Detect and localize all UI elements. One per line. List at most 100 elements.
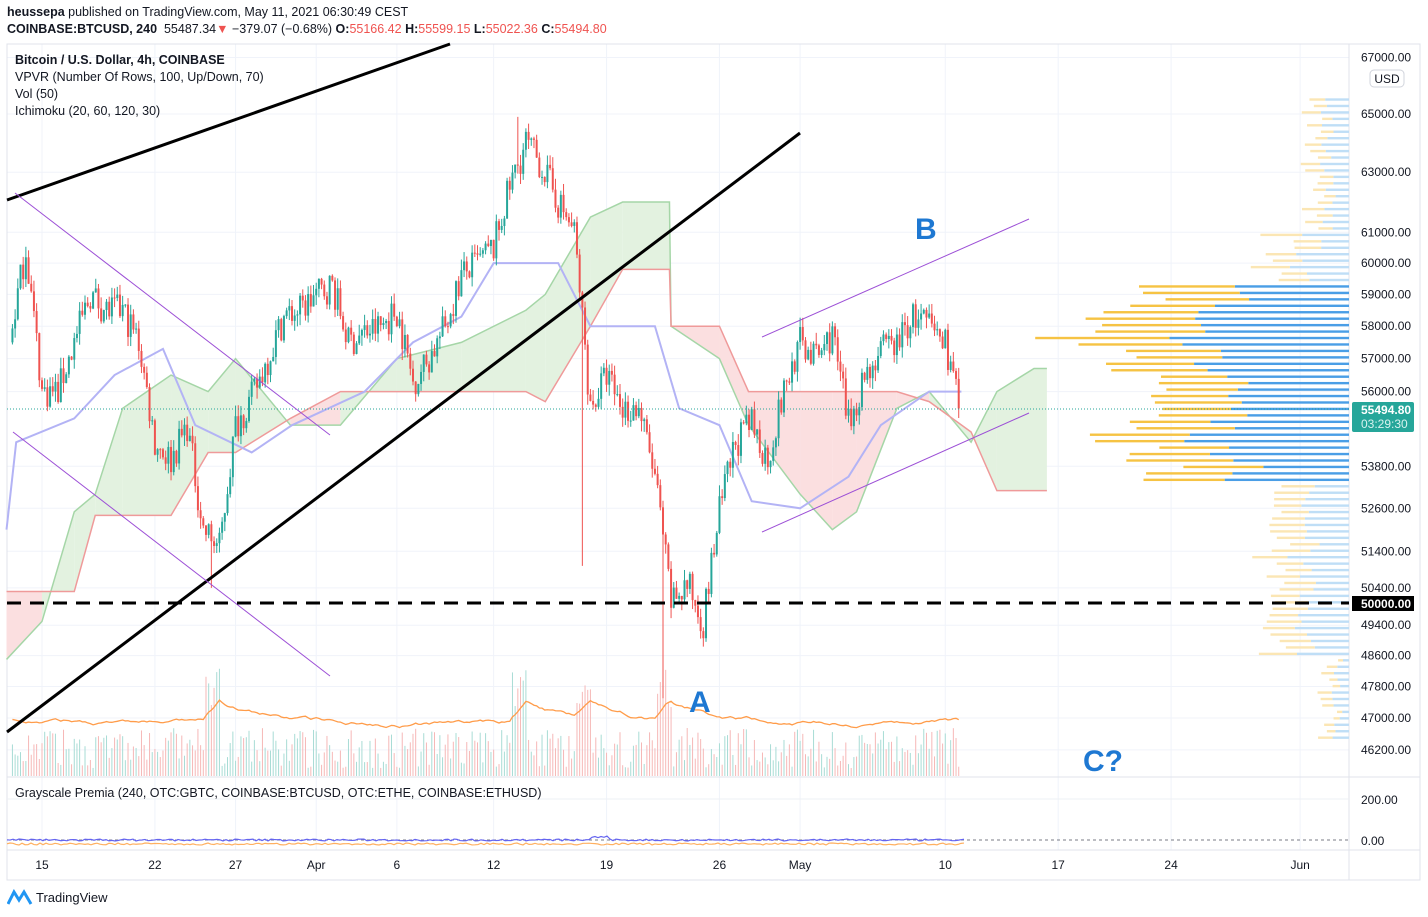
vpvr-up-bar [1332,201,1349,204]
vpvr-up-bar [1342,710,1349,714]
legend-title[interactable]: Bitcoin / U.S. Dollar, 4h, COINBASE [15,53,225,67]
candle-body [584,307,587,345]
drawings[interactable] [6,42,1349,734]
volume-ma-line [12,699,960,729]
vpvr-up-bar [1324,207,1349,211]
vpvr-down-bar [1301,207,1325,211]
candle-body [887,335,890,339]
volume-bar [404,745,406,776]
author[interactable]: heussepa [7,5,65,19]
volume-bar [138,756,140,776]
volume-bar [753,740,755,776]
candle-body [379,316,382,326]
legend-vol[interactable]: Vol (50) [15,87,59,101]
candle-body [291,306,294,321]
volume-bar [563,749,565,776]
candle-body [366,325,369,336]
annotation-c[interactable]: C? [1083,745,1123,778]
volume-bar [891,741,893,776]
candle-body [172,450,175,473]
candle-body [32,291,35,312]
volume-bar [944,733,946,776]
candle-body [793,361,796,372]
candle-body [885,334,888,339]
volume-bar [536,741,538,776]
volume-bar [858,735,860,776]
candle-body [374,318,377,334]
candle-body [347,327,350,343]
volume-bar [724,736,726,776]
candle-body [315,288,318,296]
volume-bar [689,744,691,776]
legend-lower-pane[interactable]: Grayscale Premia (240, OTC:GBTC, COINBAS… [15,786,542,800]
candle-body [301,295,304,301]
candle-body [170,446,173,473]
volume-bar [468,750,470,776]
candle-body [799,327,802,343]
annotation-b[interactable]: B [915,213,937,246]
volume-bar [928,748,930,776]
candle-body [871,365,874,379]
vpvr-up-bar [1311,568,1349,572]
annotation-a[interactable]: A [689,686,711,719]
vpvr-up-bar [1247,414,1349,417]
channel-line[interactable] [761,412,1030,533]
volume-bar [729,730,731,776]
volume-bar [450,758,452,776]
volume-bar [635,744,637,776]
vpvr-down-bar [1278,278,1310,282]
vpvr-down-bar [1129,452,1210,456]
volume-bar [702,748,704,776]
legend-vpvr[interactable]: VPVR (Number Of Rows, 100, Up/Down, 70) [15,70,264,84]
vpvr-down-bar [1143,478,1225,482]
currency-badge[interactable] [1369,69,1405,88]
volume-bar [130,759,132,776]
volume-bar [471,731,473,776]
volume-bar [600,734,602,776]
time-axis[interactable]: 15 22 27 Apr 6 12 19 26 May 10 17 24 Jun [35,858,1309,872]
price-tick-label: 49400.00 [1361,618,1411,632]
vpvr-up-bar [1342,659,1349,662]
candle-body [425,354,428,365]
trendline-support[interactable] [6,131,801,734]
volume-bar [259,761,261,776]
candle-body [175,450,178,464]
candle-body [532,138,535,140]
legend-ichimoku[interactable]: Ichimoku (20, 60, 120, 30) [15,104,161,118]
volume-bar [710,749,712,776]
candle-body [860,372,863,408]
candle-body [938,329,941,337]
candle-body [455,281,458,316]
volume-bar [670,707,672,776]
candle-body [325,296,328,305]
candle-body [863,372,866,380]
candle-body [683,580,686,600]
price-axis[interactable]: 67000.00 65000.00 63000.00 61000.00 60000.00… [1361,51,1411,757]
vpvr-up-bar [1308,510,1349,514]
candle-body [156,449,159,455]
vpvr-up-bar [1322,220,1349,224]
vpvr-up-bar [1194,362,1349,366]
volume-bar [119,734,121,776]
volume-bar [396,766,398,776]
channel-line[interactable] [761,218,1030,338]
volume-bar [304,737,306,776]
volume-bar [740,744,742,776]
tradingview-logo[interactable]: TradingView [7,889,108,905]
volume-bar [923,728,925,776]
candle-body [718,496,721,533]
vpvr-down-bar [1274,601,1309,604]
channel-line[interactable] [12,431,331,677]
candle-body [546,164,549,183]
vpvr-up-bar [1309,278,1349,282]
volume-bar [76,743,78,776]
volume-bar [533,755,535,776]
volume-bar [485,733,487,776]
channel-line[interactable] [14,192,331,436]
price-tick-label: 47800.00 [1361,680,1411,694]
candle-body [901,322,904,348]
candle-body [713,552,716,555]
trendline-upper[interactable] [6,42,451,202]
candle-body [92,292,95,309]
